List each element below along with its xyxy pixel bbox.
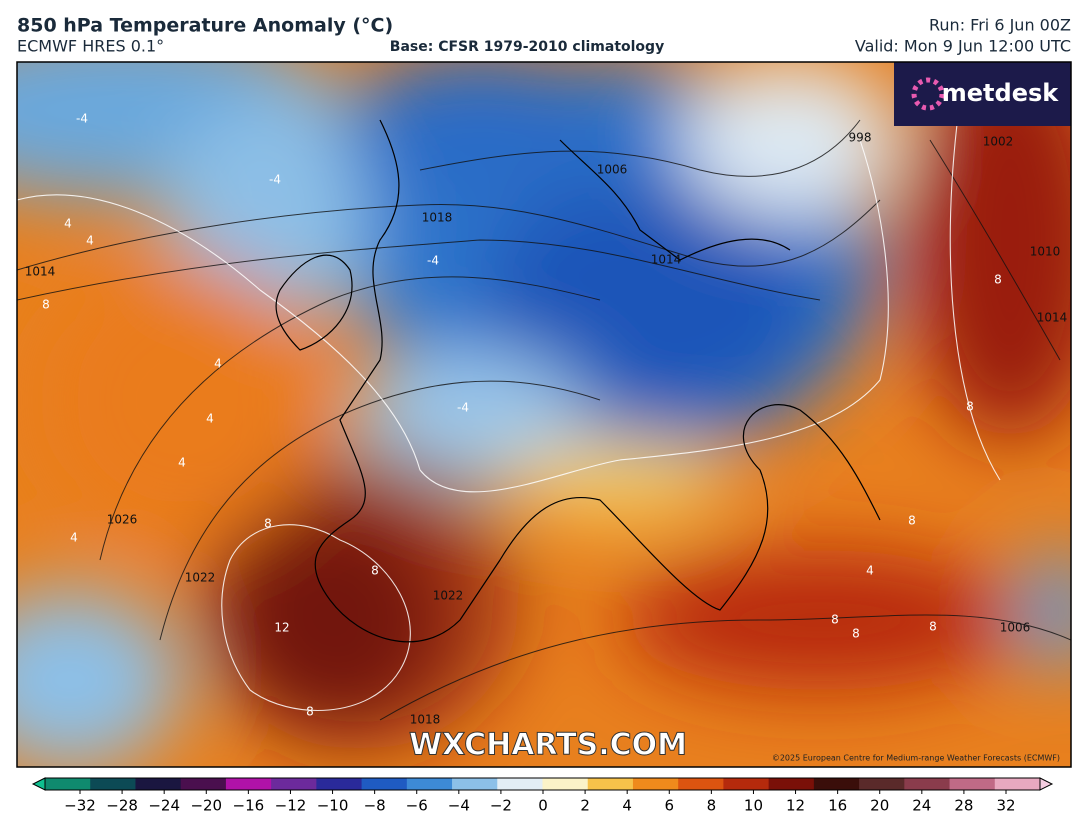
- colorbar-tick-label: 28: [954, 797, 973, 815]
- isobar-label: 1018: [410, 713, 441, 727]
- colorbar-low-end: [31, 777, 46, 791]
- base: Base: CFSR 1979-2010 climatology: [390, 39, 664, 55]
- isobar-label: 1014: [651, 253, 682, 267]
- isobar-label: 1006: [597, 163, 628, 177]
- anomaly-label: 8: [966, 400, 974, 414]
- colorbar-tick-label: 8: [707, 797, 717, 815]
- colorbar-segment: [813, 778, 860, 790]
- copyright: ©2025 European Centre for Medium-range W…: [772, 754, 1060, 763]
- anomaly-label: 4: [86, 234, 94, 248]
- isobar-label: 1014: [25, 265, 56, 279]
- watermark: WXCHARTS.COM: [409, 728, 687, 763]
- logo-mark: [911, 77, 945, 111]
- colorbar-tick-label: −16: [233, 797, 265, 815]
- colorbar-segment: [497, 778, 543, 790]
- colorbar-tick-label: 6: [664, 797, 674, 815]
- logo-box: [894, 62, 1071, 126]
- isobar-label: 1018: [422, 211, 453, 225]
- colorbar-segment: [271, 778, 317, 790]
- colorbar-segment: [180, 778, 227, 790]
- anomaly-label: 8: [306, 705, 314, 719]
- colorbar-segment: [135, 778, 182, 790]
- logo-text: metdesk: [942, 79, 1060, 107]
- isobar-label: 1006: [1000, 621, 1031, 635]
- colorbar-segment: [90, 778, 136, 790]
- anomaly-label: 4: [70, 531, 78, 545]
- colorbar-segment: [406, 778, 453, 790]
- colorbar-segment: [678, 778, 724, 790]
- anomaly-label: 8: [994, 273, 1002, 287]
- colorbar-high-end: [1039, 777, 1054, 791]
- colorbar-tick-label: 20: [870, 797, 889, 815]
- colorbar-tick-label: −8: [364, 797, 386, 815]
- isobar-label: 1026: [107, 513, 138, 527]
- isobar-label: 1022: [433, 589, 464, 603]
- isobar-label: 1010: [1030, 245, 1061, 259]
- anomaly-label: 4: [178, 456, 186, 470]
- colorbar-tick-label: 10: [744, 797, 763, 815]
- colorbar-segment: [542, 778, 589, 790]
- anomaly-label: -4: [427, 254, 439, 268]
- colorbar-segment: [949, 778, 996, 790]
- colorbar-tick-label: 4: [622, 797, 632, 815]
- colorbar-tick-label: 32: [996, 797, 1015, 815]
- map: metdesk WXCHARTS.COM ©2025 European Cent…: [17, 62, 1071, 767]
- colorbar-tick-label: −10: [317, 797, 349, 815]
- colorbar-tick-label: −4: [448, 797, 470, 815]
- anomaly-label: 4: [206, 412, 214, 426]
- colorbar-segment: [723, 778, 770, 790]
- colorbar-tick-label: −2: [490, 797, 512, 815]
- colorbar-tick-label: 2: [580, 797, 590, 815]
- colorbar-tick-label: 0: [538, 797, 548, 815]
- anomaly-label: 4: [64, 217, 72, 231]
- colorbar-segment: [316, 778, 363, 790]
- isobar-label: 1002: [983, 135, 1014, 149]
- title: 850 hPa Temperature Anomaly (°C): [17, 15, 393, 37]
- colorbar-segment: [452, 778, 498, 790]
- anomaly-label: 8: [929, 620, 937, 634]
- colorbar-tick-label: 16: [828, 797, 847, 815]
- anomaly-label: -4: [457, 401, 469, 415]
- anomaly-label: 8: [908, 514, 916, 528]
- colorbar-segment: [225, 778, 272, 790]
- colorbar-segment: [768, 778, 815, 790]
- run: Run: Fri 6 Jun 00Z: [929, 16, 1071, 35]
- isobar-label: 998: [849, 131, 872, 145]
- colorbar-tick-label: −20: [190, 797, 222, 815]
- colorbar-segment: [994, 778, 1041, 790]
- anomaly-contours: [17, 99, 1001, 712]
- anomaly-label: 8: [831, 613, 839, 627]
- isobars: [17, 119, 1071, 721]
- colorbar-tick-label: −32: [64, 797, 96, 815]
- anomaly-label: 4: [866, 564, 874, 578]
- colorbar-segment: [632, 778, 679, 790]
- colorbar-tick-label: 12: [786, 797, 805, 815]
- colorbar-segment: [45, 778, 91, 790]
- coastlines: [275, 119, 881, 643]
- model: ECMWF HRES 0.1°: [17, 37, 164, 56]
- anomaly-label: 12: [274, 621, 289, 635]
- colorbar-segment: [587, 778, 634, 790]
- temperature-field: [17, 62, 1071, 767]
- isobar-label: 1014: [1037, 311, 1068, 325]
- colorbar-segment: [904, 778, 951, 790]
- colorbar-tick-label: −6: [406, 797, 428, 815]
- anomaly-label: 8: [371, 564, 379, 578]
- anomaly-label: 8: [42, 298, 50, 312]
- map-frame: [16, 61, 1072, 768]
- anomaly-label: 8: [852, 627, 860, 641]
- anomaly-label: -4: [269, 173, 281, 187]
- anomaly-label: -4: [76, 112, 88, 126]
- colorbar-tick-label: −28: [106, 797, 138, 815]
- valid: Valid: Mon 9 Jun 12:00 UTC: [855, 37, 1071, 56]
- isobar-label: 1022: [185, 571, 216, 585]
- colorbar-segment: [361, 778, 408, 790]
- colorbar-tick-label: −12: [275, 797, 307, 815]
- colorbar-tick-label: −24: [148, 797, 180, 815]
- colorbar-segment: [859, 778, 905, 790]
- anomaly-label: 4: [214, 357, 222, 371]
- colorbar-tick-label: 24: [912, 797, 931, 815]
- anomaly-label: 8: [264, 517, 272, 531]
